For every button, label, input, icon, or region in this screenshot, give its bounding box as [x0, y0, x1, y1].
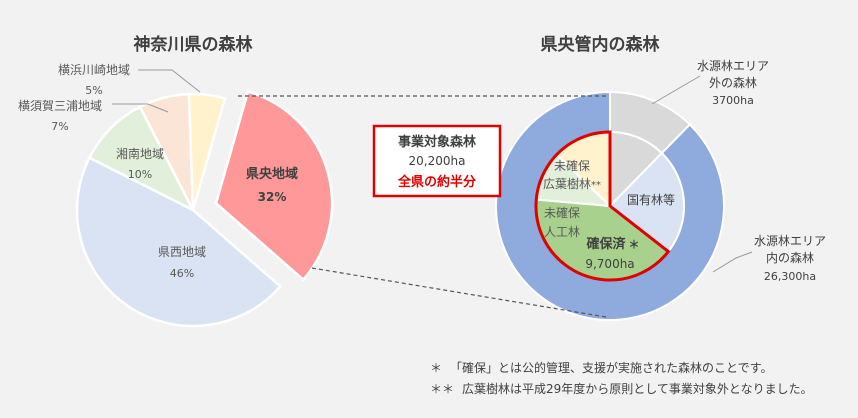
label-outer-out-value: 3700ha [712, 94, 754, 107]
leader-outer-out [651, 75, 701, 105]
label-mikaku-koyo-line2: 広葉樹林** [543, 177, 601, 191]
label-outer-in-line1: 水源林エリア [754, 234, 826, 248]
label-outer-in-value: 26,300ha [764, 270, 816, 283]
label-kakuho: 確保済＊ [586, 236, 639, 252]
label-outer-out-line1: 水源林エリア [697, 59, 769, 73]
label-kenou-value: 32% [258, 190, 287, 204]
left-pie-slice-0 [214, 90, 334, 282]
target-area-outline [534, 130, 671, 282]
left-chart-title: 神奈川県の森林 [134, 34, 253, 55]
label-mikaku-koyo-marker: ** [591, 180, 601, 191]
leader-outer-in [712, 251, 753, 273]
footnote-2-text: 広葉樹林は平成29年度から原則として事業対象外となりました。 [462, 381, 813, 396]
label-kokuyu: 国有林等 [627, 193, 675, 207]
label-mikaku-jinko-line1: 未確保 [544, 205, 580, 220]
label-shonan-value: 10% [128, 168, 152, 181]
connector-line-bottom [311, 267, 607, 318]
right-outer-ring [495, 90, 725, 321]
leader-yokosuka [112, 103, 169, 113]
footnote-2: ＊＊ 広葉樹林は平成29年度から原則として事業対象外となりました。 [430, 381, 813, 396]
label-yokohama-name: 横浜川崎地域 [58, 63, 130, 77]
left-pie-slice-4 [187, 92, 227, 211]
label-kakuho-value: 9,700ha [585, 257, 634, 271]
label-mikaku-koyo-text: 広葉樹林 [543, 177, 591, 191]
label-kensei-name: 県西地域 [158, 245, 206, 259]
label-yokosuka-value: 7% [51, 120, 68, 133]
footnote-2-marker: ＊＊ [430, 382, 454, 396]
callout-title: 事業対象森林 [398, 134, 476, 150]
label-yokohama-value: 5% [85, 84, 102, 97]
label-outer-in-line2: 内の森林 [766, 250, 814, 265]
left-pie-slice-2 [87, 105, 196, 213]
callout-note: 全県の約半分 [397, 174, 476, 190]
footnote-1-marker: ＊ [430, 361, 442, 375]
left-pie [75, 90, 334, 328]
label-kensei-value: 46% [170, 267, 194, 280]
callout-value: 20,200ha [409, 154, 466, 168]
left-pie-slice-1 [75, 156, 283, 328]
callout-box [372, 124, 502, 198]
label-mikaku-koyo-line1: 未確保 [554, 158, 590, 173]
leader-yokohama [138, 69, 201, 93]
footnote-1-text: 「確保」とは公的管理、支援が実施された森林のことです。 [450, 360, 772, 375]
footnote-1: ＊ 「確保」とは公的管理、支援が実施された森林のことです。 [430, 360, 772, 375]
label-kakuho-marker: ＊ [629, 238, 640, 251]
right-chart-title: 県央管内の森林 [541, 34, 660, 55]
right-inner-slice-0 [608, 151, 685, 253]
label-yokosuka-name: 横須賀三浦地域 [18, 99, 102, 113]
label-shonan-name: 湘南地域 [116, 146, 164, 161]
label-kakuho-text: 確保済 [586, 236, 626, 252]
right-inner-pie [534, 130, 685, 282]
label-outer-out-line2: 外の森林 [709, 75, 757, 90]
label-kenou-name: 県央地域 [246, 166, 298, 182]
label-mikaku-jinko-line2: 人工林 [544, 225, 580, 239]
